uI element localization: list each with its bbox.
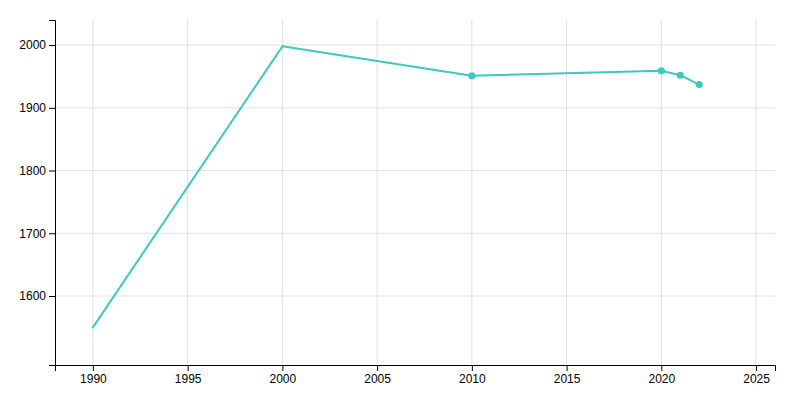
x-tick: 2015: [554, 365, 581, 386]
x-tick-mark: [756, 365, 757, 371]
x-axis: 1990 1995 2000 2005 2010 2015 2020 2025: [56, 365, 776, 386]
y-tick-label: 1600: [19, 289, 46, 303]
x-tick-mark: [188, 365, 189, 371]
x-tick-label: 1990: [80, 372, 107, 386]
x-tick: 2000: [270, 365, 297, 386]
x-tick-label: 2000: [270, 372, 297, 386]
x-tick-mark: [567, 365, 568, 371]
y-grid-line: [55, 296, 775, 297]
x-tick-label: 1995: [175, 372, 202, 386]
x-tick-label: 2005: [364, 372, 391, 386]
y-tick: 1700: [19, 227, 55, 241]
y-axis-line: [49, 21, 56, 366]
y-grid-line: [55, 45, 775, 46]
y-tick-mark: [49, 108, 55, 109]
y-tick: 1600: [19, 289, 55, 303]
x-tick-mark: [93, 365, 94, 371]
y-tick: 2000: [19, 38, 55, 52]
y-axis: 1600 1700 1800 1900 2000: [19, 21, 55, 366]
marker: [696, 81, 703, 88]
x-grid-line: [282, 20, 283, 365]
x-tick: 2025: [743, 365, 770, 386]
marker: [677, 72, 684, 79]
grid: [55, 20, 775, 365]
chart: 1990 1995 2000 2005 2010 2015 2020 2025 1600 1700…: [0, 0, 800, 400]
x-tick-label: 2010: [459, 372, 486, 386]
x-grid-line: [471, 20, 472, 365]
x-grid-line: [756, 20, 757, 365]
x-tick-label: 2015: [554, 372, 581, 386]
marks: [93, 46, 703, 327]
y-tick-mark: [49, 45, 55, 46]
y-grid-line: [55, 233, 775, 234]
y-tick-label: 1700: [19, 227, 46, 241]
y-tick: 1800: [19, 164, 55, 178]
x-tick-label: 2020: [648, 372, 675, 386]
x-tick-mark: [661, 365, 662, 371]
marker: [658, 67, 665, 74]
x-tick: 1990: [80, 365, 107, 386]
x-grid-line: [377, 20, 378, 365]
x-tick-mark: [377, 365, 378, 371]
x-tick: 2005: [364, 365, 391, 386]
y-tick-mark: [49, 171, 55, 172]
line: [93, 46, 699, 327]
x-grid-line: [92, 20, 93, 365]
y-grid-line: [55, 107, 775, 108]
x-grid-line: [566, 20, 567, 365]
x-tick: 2020: [648, 365, 675, 386]
y-tick-mark: [49, 296, 55, 297]
y-tick-label: 1800: [19, 164, 46, 178]
y-tick-label: 1900: [19, 101, 46, 115]
y-tick: 1900: [19, 101, 55, 115]
y-tick-mark: [49, 233, 55, 234]
marker: [468, 72, 475, 79]
x-tick-mark: [282, 365, 283, 371]
x-tick-mark: [472, 365, 473, 371]
x-axis-line: [56, 366, 776, 372]
x-grid-line: [187, 20, 188, 365]
x-tick: 1995: [175, 365, 202, 386]
plot: 1990 1995 2000 2005 2010 2015 2020 2025 1600 1700…: [19, 20, 775, 386]
x-tick-label: 2025: [743, 372, 770, 386]
y-grid-line: [55, 170, 775, 171]
x-tick: 2010: [459, 365, 486, 386]
y-tick-label: 2000: [19, 38, 46, 52]
